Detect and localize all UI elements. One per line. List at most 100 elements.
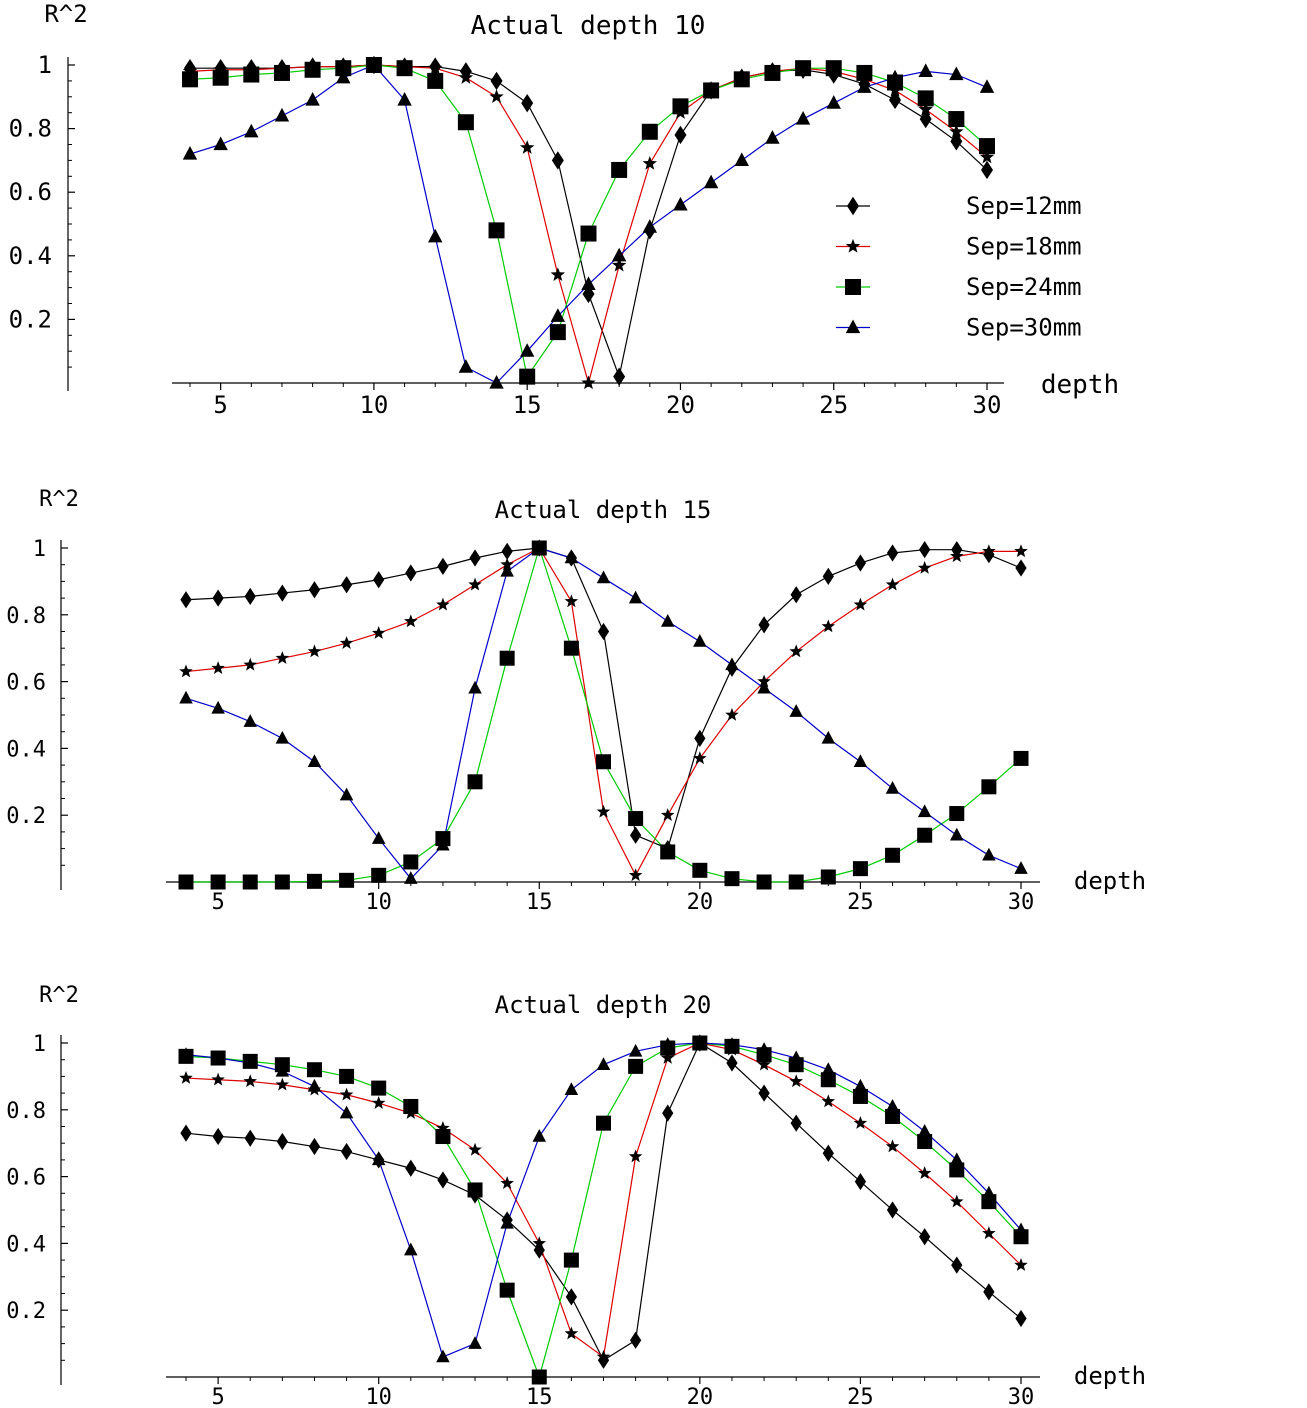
data-point <box>180 591 192 609</box>
data-point <box>308 1137 321 1156</box>
data-point <box>405 1159 417 1177</box>
data-point <box>468 1336 482 1349</box>
data-point <box>885 1139 900 1153</box>
data-point <box>885 1098 900 1112</box>
legend-label: Sep=30mm <box>966 314 1082 342</box>
data-point <box>951 1256 963 1274</box>
data-point <box>596 804 611 818</box>
data-point <box>789 1074 803 1088</box>
data-point <box>469 549 481 567</box>
data-point <box>1014 861 1028 874</box>
data-point <box>694 729 706 748</box>
data-point <box>981 779 997 795</box>
data-point <box>564 550 579 564</box>
chart-legend: Sep=12mm Sep=18mm Sep=24mm Sep=30mm <box>836 192 1082 342</box>
data-point <box>179 664 193 678</box>
data-point <box>458 70 474 84</box>
data-point <box>244 123 259 138</box>
data-point <box>821 1062 836 1075</box>
data-point <box>179 1047 193 1060</box>
y-axis-label: R^2 <box>39 983 79 1008</box>
data-point <box>458 359 474 373</box>
x-tick-label: 15 <box>526 1385 553 1408</box>
series-line-sep-30mm <box>189 64 988 384</box>
data-point <box>765 130 780 144</box>
data-point <box>629 826 642 844</box>
data-point <box>734 152 749 166</box>
data-point <box>212 69 229 86</box>
x-tick-label: 30 <box>1008 890 1035 915</box>
data-point <box>210 874 226 890</box>
data-point <box>703 82 720 99</box>
data-point <box>276 1132 288 1151</box>
data-point <box>662 1104 674 1122</box>
data-point <box>852 861 868 877</box>
data-point <box>489 375 504 389</box>
data-point <box>435 1129 451 1145</box>
data-point <box>822 567 834 586</box>
data-point <box>304 61 321 78</box>
data-point <box>886 1201 899 1219</box>
data-point <box>275 730 290 744</box>
data-point <box>501 542 513 560</box>
data-point <box>468 1142 482 1156</box>
y-tick-label: 0.2 <box>9 305 52 333</box>
data-point <box>519 368 536 385</box>
data-point <box>757 1042 771 1055</box>
data-point <box>336 69 351 84</box>
data-point <box>403 854 419 870</box>
series-points-sep-24mm <box>182 57 995 385</box>
data-point <box>982 544 996 558</box>
series-points-sep-12mm <box>180 1034 1027 1369</box>
data-point <box>983 1283 995 1301</box>
data-point <box>790 586 802 604</box>
data-point <box>1015 559 1027 577</box>
data-point <box>519 140 535 154</box>
data-point <box>611 257 627 272</box>
x-tick-label: 20 <box>666 391 695 419</box>
data-point <box>468 680 482 694</box>
data-point <box>857 79 872 93</box>
series-points-sep-30mm <box>179 540 1028 884</box>
data-point <box>982 847 996 861</box>
data-point <box>1014 1257 1028 1271</box>
chart-panel-actual-depth-10: Actual depth 10 R^2 depth 5 10 15 20 25 30 0.2… <box>9 0 1120 419</box>
data-point <box>820 1072 836 1088</box>
data-point <box>180 1124 192 1142</box>
y-tick-label: 0.8 <box>9 115 52 143</box>
data-point <box>821 730 836 744</box>
data-point <box>949 1194 964 1208</box>
data-point <box>211 700 225 714</box>
data-point <box>550 308 566 322</box>
data-point <box>949 124 964 138</box>
data-point <box>499 650 515 666</box>
data-point <box>950 1152 964 1166</box>
data-point <box>339 1068 355 1084</box>
data-point <box>489 89 504 103</box>
data-point <box>242 874 258 890</box>
x-tick-label: 30 <box>973 391 1002 419</box>
data-point <box>673 196 688 211</box>
y-tick-label: 0.6 <box>6 671 46 696</box>
y-axis-label: R^2 <box>39 487 79 512</box>
data-point <box>307 644 322 658</box>
data-point <box>404 871 418 884</box>
data-point <box>660 613 675 627</box>
data-point <box>306 1062 322 1078</box>
data-point <box>244 1129 256 1147</box>
data-point <box>917 827 933 843</box>
data-point <box>307 1078 322 1092</box>
data-point <box>179 690 193 704</box>
data-point <box>660 808 675 821</box>
data-point <box>596 570 611 584</box>
data-point <box>790 1114 802 1132</box>
data-point <box>726 1054 738 1072</box>
data-point <box>490 71 503 91</box>
data-point <box>724 871 740 887</box>
data-point <box>563 1252 579 1268</box>
data-point <box>597 622 610 641</box>
chart-title: Actual depth 20 <box>495 991 712 1019</box>
data-point <box>243 1074 258 1088</box>
data-point <box>949 66 964 81</box>
data-point <box>467 774 483 790</box>
